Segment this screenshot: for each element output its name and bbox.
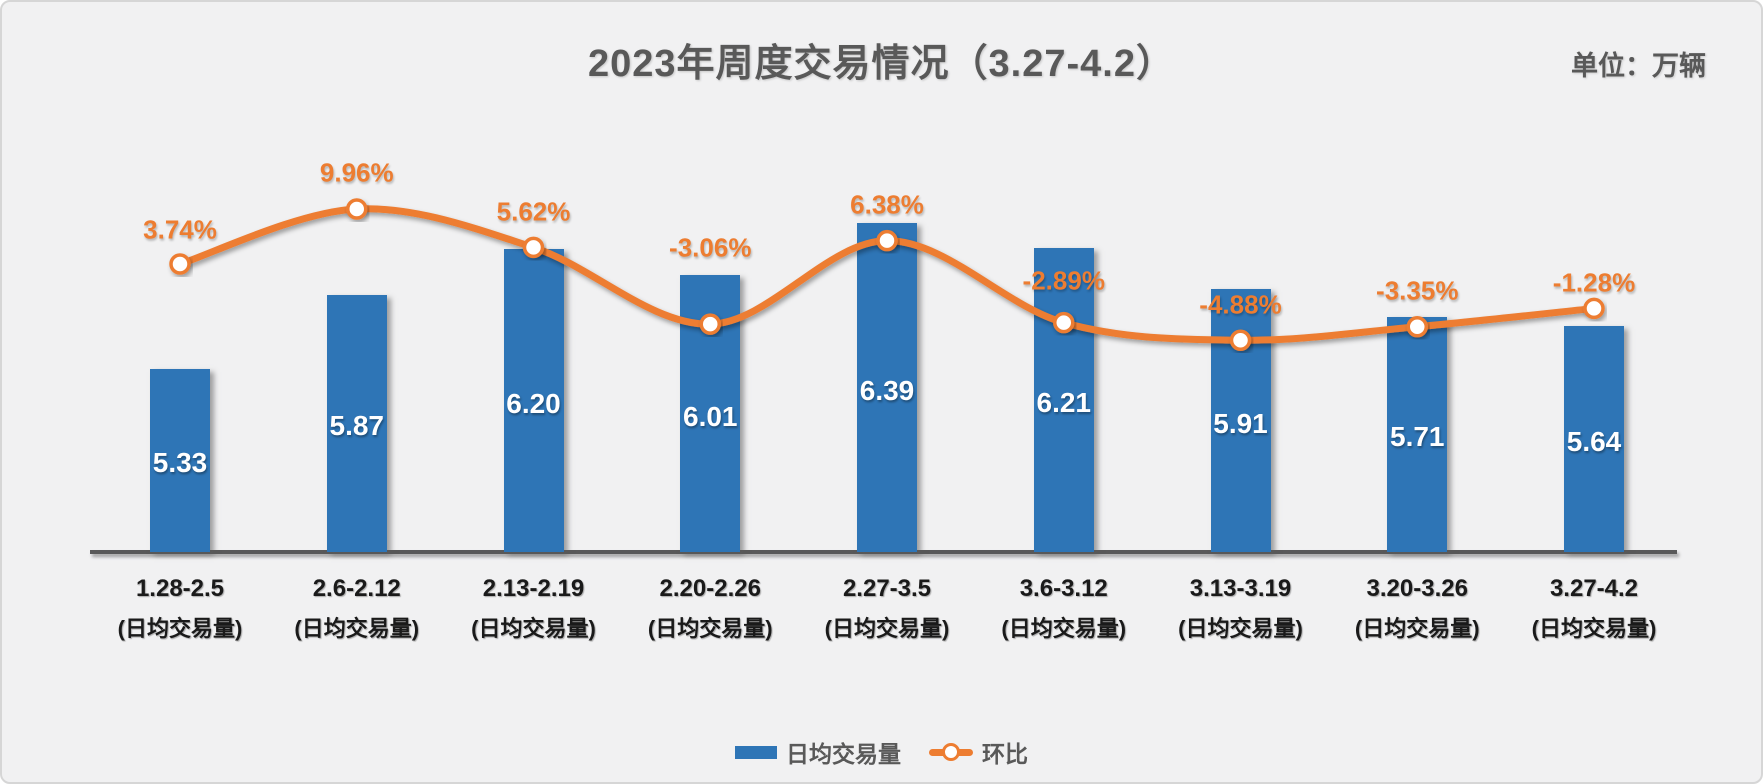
x-axis-tick-date: 3.13-3.19 xyxy=(1189,575,1292,602)
legend-item-bar-series: 日均交易量 xyxy=(735,735,901,769)
line-data-point-marker xyxy=(1583,297,1605,320)
legend-bar-series-label: 日均交易量 xyxy=(786,741,901,767)
line-value-label: 6.38% xyxy=(850,189,924,220)
legend: 日均交易量 环比 xyxy=(2,735,1761,769)
x-axis-tick-sublabel: (日均交易量) xyxy=(1531,616,1657,641)
legend-line-series-label: 环比 xyxy=(982,741,1028,767)
x-axis-tick-date: 1.28-2.5 xyxy=(135,575,225,602)
x-axis-tick-date: 2.13-2.19 xyxy=(482,575,585,602)
x-axis-tick-sublabel: (日均交易量) xyxy=(117,616,243,641)
bar xyxy=(1564,326,1624,552)
x-axis-tick-date: 2.6-2.12 xyxy=(312,575,401,602)
line-value-label: -3.35% xyxy=(1376,275,1459,306)
bar-value-label: 5.91 xyxy=(1213,407,1268,439)
x-axis-tick-date: 3.27-4.2 xyxy=(1549,575,1639,602)
x-axis-tick-date: 3.6-3.12 xyxy=(1019,575,1108,602)
bar-value-label: 5.87 xyxy=(329,410,385,442)
line-value-label: 5.62% xyxy=(496,196,571,227)
x-axis-tick-sublabel: (日均交易量) xyxy=(471,616,596,641)
line-value-label: -1.28% xyxy=(1552,267,1636,298)
bar-value-label: 5.64 xyxy=(1566,426,1622,458)
chart-title: 2023年周度交易情况（3.27-4.2） xyxy=(588,43,1175,85)
line-marker-icon xyxy=(942,743,960,761)
x-axis-tick-sublabel: (日均交易量) xyxy=(1354,616,1480,641)
x-axis-tick-date: 3.20-3.26 xyxy=(1366,575,1468,602)
x-axis-tick-sublabel: (日均交易量) xyxy=(294,616,420,641)
line-value-label: 3.74% xyxy=(143,214,217,245)
line-value-label: 9.96% xyxy=(319,157,394,188)
bar xyxy=(1387,316,1448,552)
bar-series-swatch-icon xyxy=(735,745,777,759)
bar xyxy=(150,368,210,552)
line-series-swatch-icon xyxy=(929,743,973,761)
bar-value-label: 6.01 xyxy=(683,400,738,432)
line-value-label: -3.06% xyxy=(669,232,752,263)
bar-value-label: 6.21 xyxy=(1036,386,1092,418)
x-axis-tick-sublabel: (日均交易量) xyxy=(1001,616,1127,641)
bar-value-label: 5.71 xyxy=(1390,421,1445,453)
x-axis-tick-date: 2.20-2.26 xyxy=(659,575,761,602)
line-data-point-marker xyxy=(169,253,191,275)
x-axis-tick-date: 2.27-3.5 xyxy=(842,575,932,602)
unit-label: 单位：万辆 xyxy=(1571,51,1706,81)
bar-value-label: 6.20 xyxy=(506,387,561,419)
x-axis-line xyxy=(90,550,1677,554)
x-axis-tick-sublabel: (日均交易量) xyxy=(1178,616,1303,641)
legend-item-line-series: 环比 xyxy=(929,735,1028,769)
x-axis-tick-sublabel: (日均交易量) xyxy=(647,616,773,641)
bar-value-label: 6.39 xyxy=(859,374,915,406)
bar-value-label: 5.33 xyxy=(152,447,208,479)
line-value-label: -2.89% xyxy=(1022,265,1105,296)
line-value-label: -4.88% xyxy=(1199,289,1282,320)
x-axis-tick-sublabel: (日均交易量) xyxy=(824,616,950,641)
line-data-point-marker xyxy=(346,198,368,220)
